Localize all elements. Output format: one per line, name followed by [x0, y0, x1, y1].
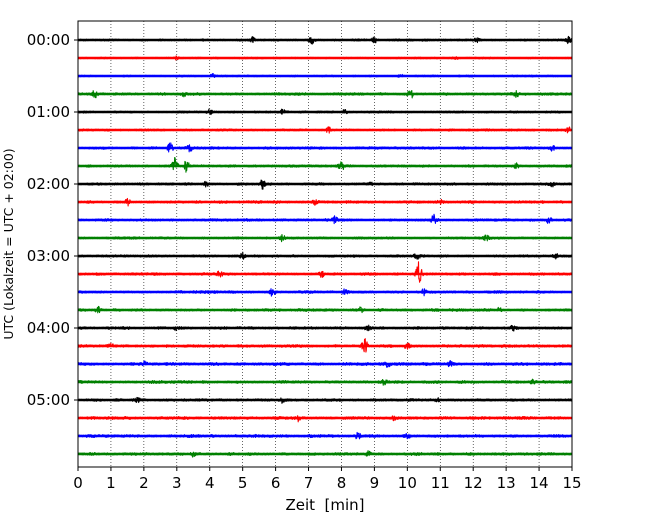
- x-axis-label: Zeit [min]: [285, 496, 364, 514]
- y-axis-label: UTC (Lokalzeit = UTC + 02:00): [1, 148, 16, 339]
- y-tick-label: 05:00: [27, 391, 70, 409]
- x-tick-label: 3: [172, 474, 182, 492]
- y-tick-label: 00:00: [27, 31, 70, 49]
- x-tick-label: 14: [530, 474, 549, 492]
- x-ticks: 0 1 2 3 4 5 6 7 8 9 10 11 12 13 14 15: [73, 467, 582, 492]
- y-tick-label: 04:00: [27, 319, 70, 337]
- x-tick-label: 13: [497, 474, 516, 492]
- x-tick-label: 6: [271, 474, 281, 492]
- grid-lines: [110, 21, 540, 467]
- plot-frame: [77, 20, 573, 468]
- x-tick-label: 8: [337, 474, 347, 492]
- seismic-trace: [77, 261, 573, 283]
- x-tick-label: 4: [205, 474, 215, 492]
- y-tick-label: 03:00: [27, 247, 70, 265]
- x-tick-label: 10: [398, 474, 417, 492]
- y-ticks: 00:00 01:00 02:00 03:00 04:00 05:00: [27, 31, 78, 409]
- x-tick-label: 11: [431, 474, 450, 492]
- x-tick-label: 0: [73, 474, 83, 492]
- x-tick-label: 1: [106, 474, 116, 492]
- y-tick-label: 02:00: [27, 175, 70, 193]
- x-tick-label: 9: [370, 474, 380, 492]
- x-tick-label: 5: [238, 474, 248, 492]
- y-tick-label: 01:00: [27, 103, 70, 121]
- x-tick-label: 2: [139, 474, 149, 492]
- x-tick-label: 12: [464, 474, 483, 492]
- trace-layer: [77, 35, 573, 458]
- x-tick-label: 15: [562, 474, 581, 492]
- x-tick-label: 7: [304, 474, 314, 492]
